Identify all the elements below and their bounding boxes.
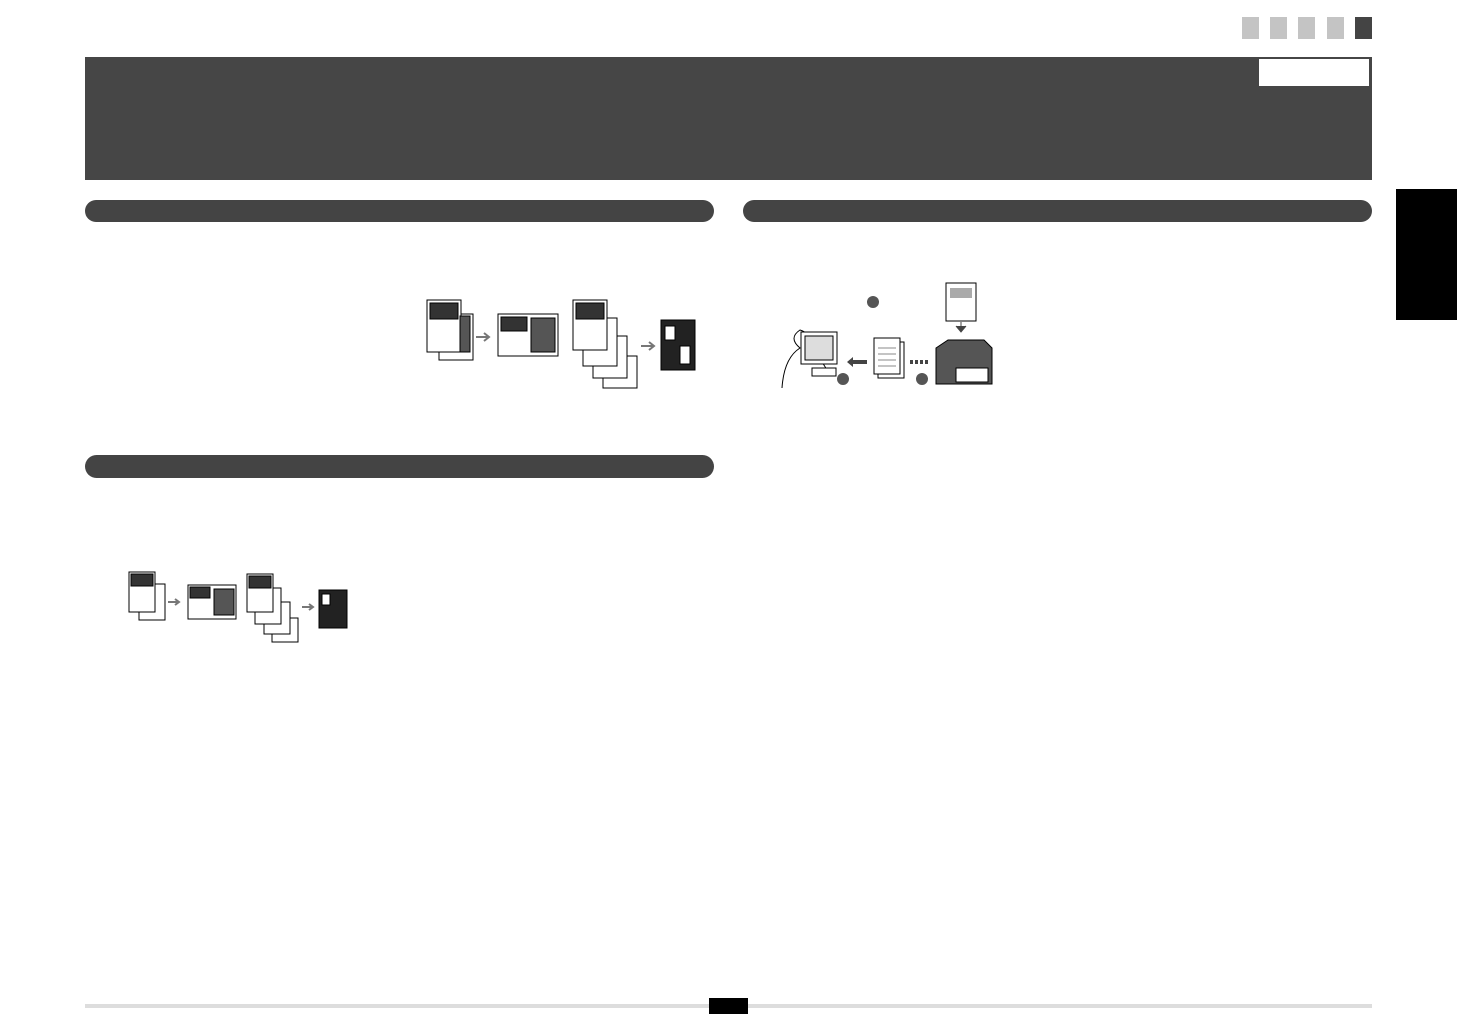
section-heading: [85, 455, 714, 478]
layout-illustration: [426, 299, 696, 389]
header-label-box: [1259, 59, 1369, 86]
header-band: [85, 57, 1372, 180]
page-indicator: [1242, 17, 1372, 39]
scan-illustration: [781, 282, 993, 389]
section-heading: [743, 200, 1372, 222]
indicator-square-active: [1355, 17, 1372, 39]
layout-illustration-small: [128, 571, 348, 643]
indicator-square: [1270, 17, 1287, 39]
indicator-square: [1298, 17, 1315, 39]
page-number-box: [709, 998, 748, 1014]
side-tab: [1396, 189, 1457, 320]
section-heading: [85, 200, 714, 222]
indicator-square: [1327, 17, 1344, 39]
indicator-square: [1242, 17, 1259, 39]
